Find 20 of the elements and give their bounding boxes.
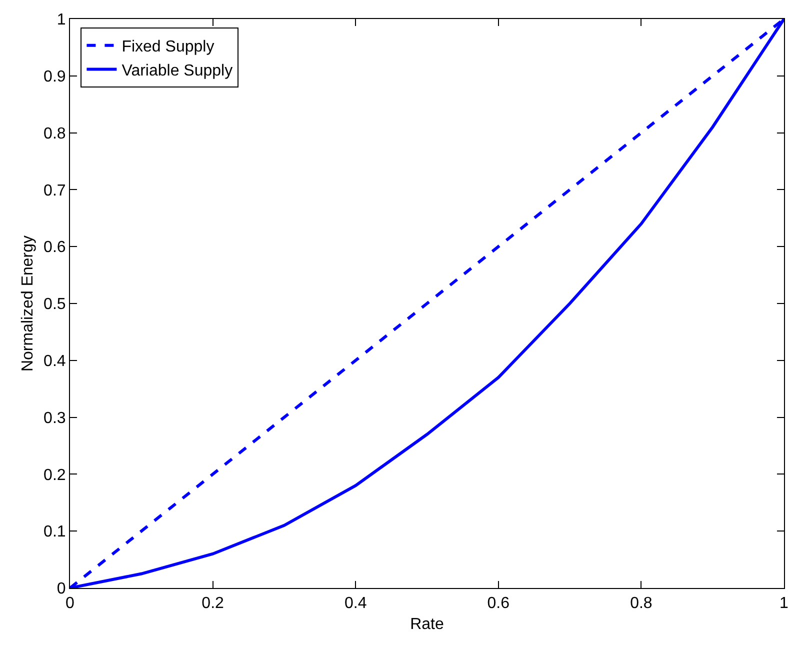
x-tick-label: 0.2	[202, 595, 224, 612]
y-tick-label: 0.6	[44, 239, 66, 256]
x-tick-label: 0.6	[487, 595, 510, 612]
y-axis-title: Normalized Energy	[19, 235, 36, 372]
y-tick-label: 0.2	[44, 466, 66, 484]
y-tick-label: 0.1	[44, 524, 66, 541]
y-tick-label: 0.5	[44, 296, 66, 314]
y-tick-label: 0.9	[44, 68, 66, 86]
x-axis-title: Rate	[410, 616, 444, 633]
x-tick-label: 0.8	[630, 595, 652, 612]
y-tick-label: 0.7	[44, 182, 66, 200]
y-tick-label: 0.8	[44, 125, 66, 142]
y-tick-label: 1	[56, 12, 66, 29]
x-tick-label: 0.4	[344, 595, 367, 612]
y-tick-label: 0	[56, 580, 66, 598]
x-tick-label: 1	[780, 595, 789, 612]
legend-label: Variable Supply	[122, 62, 233, 80]
y-tick-label: 0.4	[44, 353, 66, 370]
legend-label: Fixed Supply	[122, 38, 214, 56]
y-tick-label: 0.3	[44, 410, 66, 427]
